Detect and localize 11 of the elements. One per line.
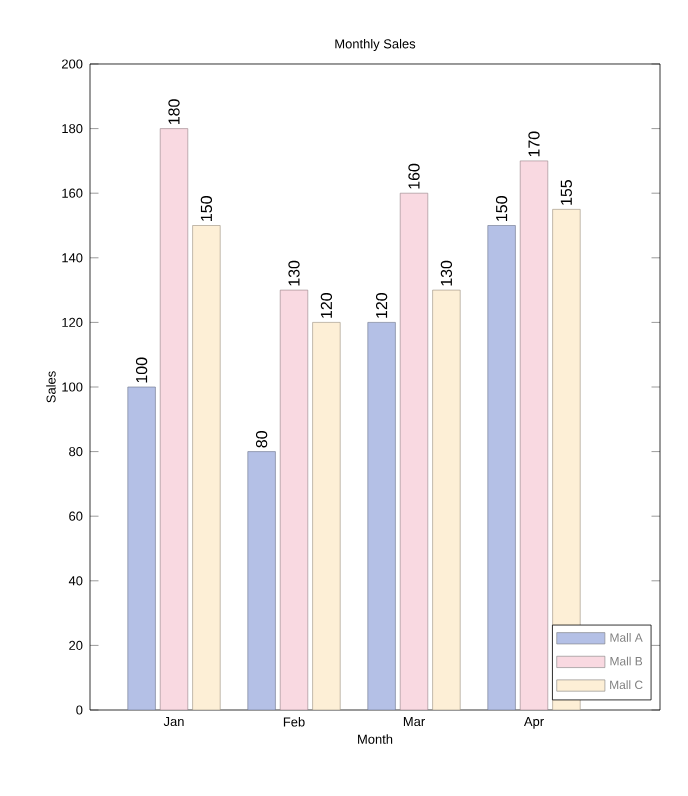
bar	[127, 386, 156, 710]
bar	[312, 322, 341, 710]
bar	[367, 322, 396, 710]
bar	[487, 225, 516, 710]
bar	[159, 128, 189, 710]
bar	[432, 289, 461, 710]
bar	[247, 451, 276, 710]
bar	[399, 192, 429, 710]
bar	[519, 160, 549, 710]
bar	[192, 225, 221, 710]
bar	[279, 289, 309, 710]
